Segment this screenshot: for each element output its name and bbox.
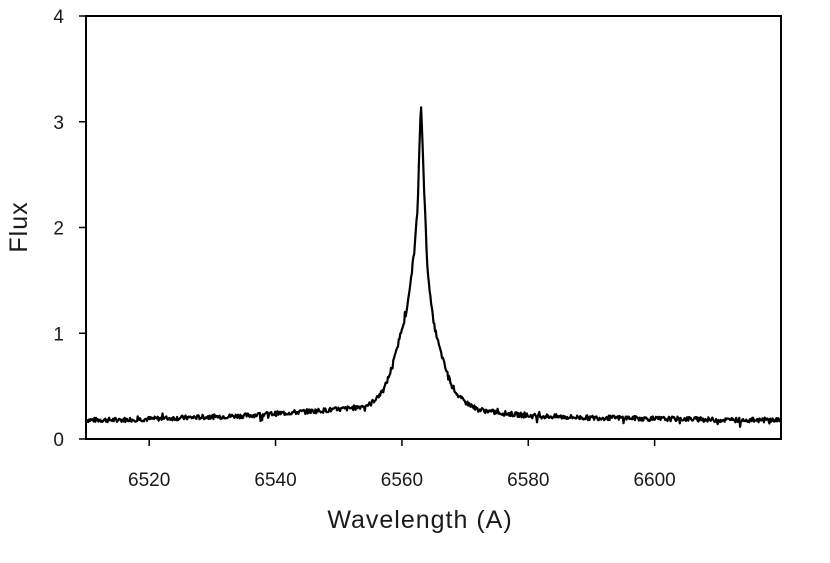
x-tick-label: 6560 — [381, 470, 423, 491]
y-tick-label: 2 — [53, 219, 64, 240]
x-axis: 6520 6540 6560 6580 6600 — [128, 439, 676, 491]
x-axis-title: Wavelength (A) — [327, 506, 512, 534]
y-axis-title: Flux — [5, 201, 33, 252]
y-tick-label: 3 — [53, 113, 64, 134]
x-tick-label: 6600 — [633, 470, 675, 491]
y-axis: 0 1 2 3 4 — [53, 7, 86, 451]
flux-series-line — [84, 106, 782, 428]
y-tick-label: 0 — [53, 430, 64, 451]
x-tick-label: 6580 — [507, 470, 549, 491]
y-tick-label: 4 — [53, 7, 64, 28]
x-tick-label: 6520 — [128, 470, 170, 491]
plot-frame — [85, 15, 782, 440]
y-tick-label: 1 — [53, 324, 64, 345]
x-tick-label: 6540 — [254, 470, 296, 491]
